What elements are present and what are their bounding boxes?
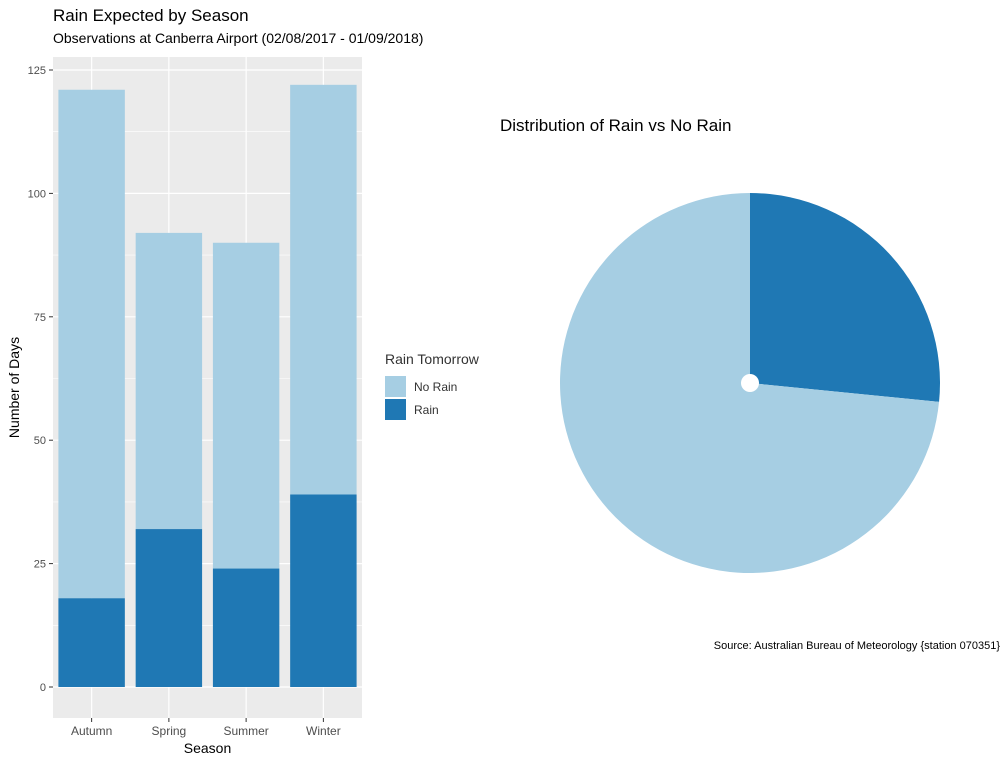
y-tick-label: 125 <box>28 65 46 77</box>
source-caption: Source: Australian Bureau of Meteorology… <box>713 640 1000 652</box>
bar-rain-winter <box>290 494 357 687</box>
legend-key-no-rain <box>385 376 406 397</box>
legend-title: Rain Tomorrow <box>385 351 479 367</box>
y-tick-label: 50 <box>34 435 46 447</box>
x-axis-label: Season <box>184 740 231 756</box>
bar-chart-bars <box>58 84 357 687</box>
pie-slice-rain <box>750 193 940 402</box>
legend-item-no-rain: No Rain <box>385 375 479 398</box>
x-tick-label: Spring <box>152 724 187 738</box>
legend-item-rain: Rain <box>385 398 479 421</box>
bar-no-rain-autumn <box>58 89 125 599</box>
y-tick-label: 100 <box>28 188 46 200</box>
y-tick-label: 25 <box>34 559 46 571</box>
y-tick-label: 0 <box>40 682 46 694</box>
x-tick-label: Winter <box>306 724 341 738</box>
legend-label-rain: Rain <box>414 402 439 417</box>
bar-no-rain-winter <box>290 84 357 495</box>
bar-chart-subtitle: Observations at Canberra Airport (02/08/… <box>53 30 424 46</box>
legend-key-rain <box>385 399 406 420</box>
pie-chart-title: Distribution of Rain vs No Rain <box>500 116 732 135</box>
bar-chart-axes: 0 25 50 75 100 125 Autumn Spring Summer Winter <box>28 65 341 738</box>
bar-rain-autumn <box>58 598 125 687</box>
pie-chart <box>560 193 940 573</box>
bar-no-rain-spring <box>135 232 203 530</box>
bar-rain-spring <box>135 529 203 687</box>
bar-chart-title: Rain Expected by Season <box>53 6 249 25</box>
x-tick-label: Summer <box>223 724 268 738</box>
x-tick-label: Autumn <box>71 724 112 738</box>
legend-label-no-rain: No Rain <box>414 379 458 394</box>
bar-rain-summer <box>212 568 280 687</box>
legend: Rain Tomorrow No Rain Rain <box>385 351 479 421</box>
y-tick-label: 75 <box>34 312 46 324</box>
bar-no-rain-summer <box>212 242 280 569</box>
y-axis-label: Number of Days <box>6 337 22 438</box>
pie-center-dot <box>741 374 759 392</box>
